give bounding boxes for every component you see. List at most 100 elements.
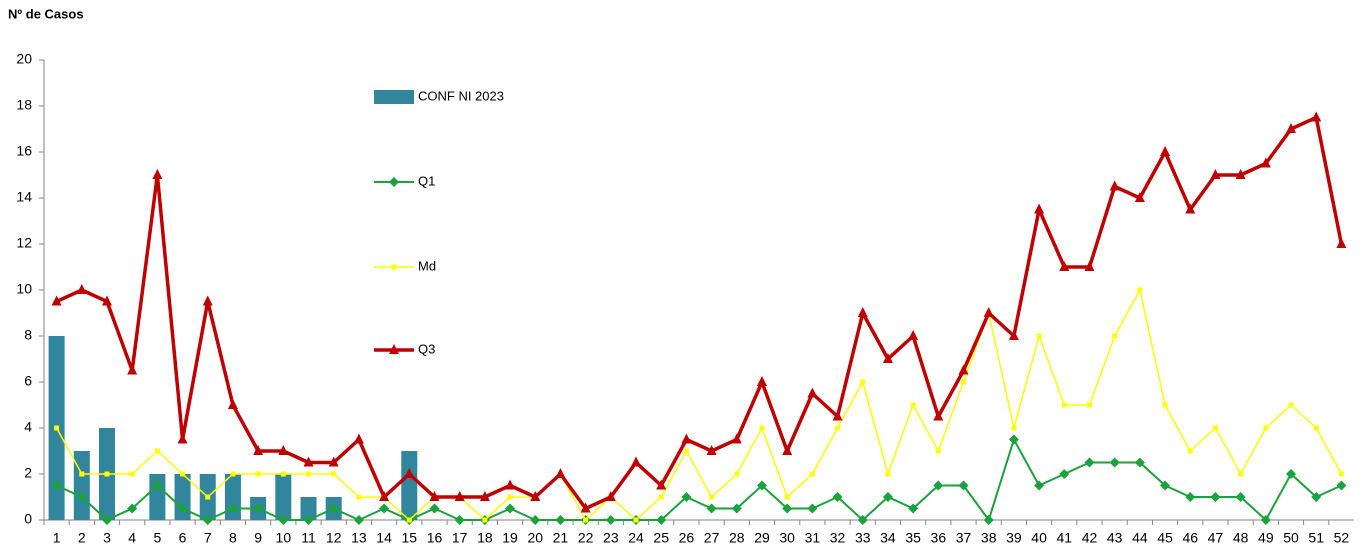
x-tick-label: 46 xyxy=(1182,530,1198,546)
point xyxy=(306,471,312,477)
point xyxy=(734,471,740,477)
point xyxy=(1235,492,1246,502)
point xyxy=(507,494,513,500)
x-tick-label: 34 xyxy=(880,530,896,546)
legend-marker xyxy=(389,344,399,354)
point xyxy=(1008,330,1019,340)
x-tick-label: 30 xyxy=(779,530,795,546)
point xyxy=(104,471,110,477)
point xyxy=(1235,169,1246,179)
legend-swatch xyxy=(374,90,414,104)
point xyxy=(782,503,793,514)
y-tick-label: 10 xyxy=(16,281,32,297)
x-tick-label: 38 xyxy=(981,530,997,546)
point xyxy=(1034,203,1045,214)
point xyxy=(79,471,85,477)
point xyxy=(101,515,112,525)
point xyxy=(230,471,236,477)
point xyxy=(1109,457,1120,468)
x-tick-label: 21 xyxy=(553,530,569,546)
point xyxy=(127,364,138,375)
legend-marker xyxy=(391,264,397,270)
point xyxy=(1008,434,1019,445)
point xyxy=(129,471,135,477)
point xyxy=(605,491,616,501)
x-tick-label: 47 xyxy=(1208,530,1224,546)
x-tick-label: 16 xyxy=(427,530,443,546)
x-tick-label: 40 xyxy=(1031,530,1047,546)
point xyxy=(1311,111,1322,122)
point xyxy=(328,503,339,514)
point xyxy=(303,515,314,525)
point xyxy=(961,379,967,385)
legend-label: Q3 xyxy=(418,341,435,356)
x-tick-label: 41 xyxy=(1056,530,1072,546)
x-tick-label: 50 xyxy=(1283,530,1299,546)
y-tick-label: 18 xyxy=(16,97,32,113)
point xyxy=(76,492,87,502)
point xyxy=(505,503,516,514)
point xyxy=(406,517,412,523)
point xyxy=(731,433,742,444)
point xyxy=(1086,402,1092,408)
point xyxy=(278,445,289,455)
line-series xyxy=(55,115,1344,511)
point xyxy=(253,503,264,514)
y-tick-label: 8 xyxy=(24,327,32,343)
point xyxy=(832,410,843,421)
point xyxy=(583,517,589,523)
point xyxy=(782,445,793,455)
point xyxy=(832,492,843,502)
point xyxy=(631,456,642,467)
point xyxy=(1137,287,1143,293)
point xyxy=(227,399,238,409)
x-tick-label: 5 xyxy=(153,530,161,546)
legend-label: Md xyxy=(418,258,436,273)
point xyxy=(454,491,465,501)
point xyxy=(1311,492,1322,502)
point xyxy=(983,515,994,525)
y-axis-title: Nº de Casos xyxy=(8,6,84,21)
point xyxy=(709,494,715,500)
point xyxy=(328,456,339,467)
point xyxy=(530,515,541,525)
x-tick-label: 3 xyxy=(103,530,111,546)
point xyxy=(1210,492,1221,502)
point xyxy=(731,503,742,514)
point xyxy=(658,494,664,500)
point xyxy=(1238,471,1244,477)
point xyxy=(127,503,138,514)
point xyxy=(683,448,689,454)
bar xyxy=(401,451,418,520)
point xyxy=(1260,515,1271,525)
point xyxy=(1187,448,1193,454)
point xyxy=(152,169,163,179)
x-tick-label: 31 xyxy=(805,530,821,546)
x-tick-label: 12 xyxy=(326,530,342,546)
point xyxy=(1160,146,1171,156)
x-tick-label: 32 xyxy=(830,530,846,546)
point xyxy=(807,387,818,398)
line-series xyxy=(55,289,1343,521)
point xyxy=(1036,333,1042,339)
point xyxy=(759,425,765,431)
point xyxy=(958,480,969,491)
point xyxy=(935,448,941,454)
y-tick-label: 6 xyxy=(24,373,32,389)
point xyxy=(1288,402,1294,408)
point xyxy=(54,425,60,431)
point xyxy=(1263,425,1269,431)
point xyxy=(1260,157,1271,168)
x-tick-label: 6 xyxy=(179,530,187,546)
x-tick-label: 35 xyxy=(905,530,921,546)
point xyxy=(1059,261,1070,271)
point xyxy=(681,433,692,444)
point xyxy=(1185,492,1196,502)
point xyxy=(809,471,815,477)
point xyxy=(180,471,186,477)
x-tick-label: 1 xyxy=(53,530,61,546)
point xyxy=(1061,402,1067,408)
point xyxy=(958,364,969,375)
point xyxy=(1134,192,1145,202)
